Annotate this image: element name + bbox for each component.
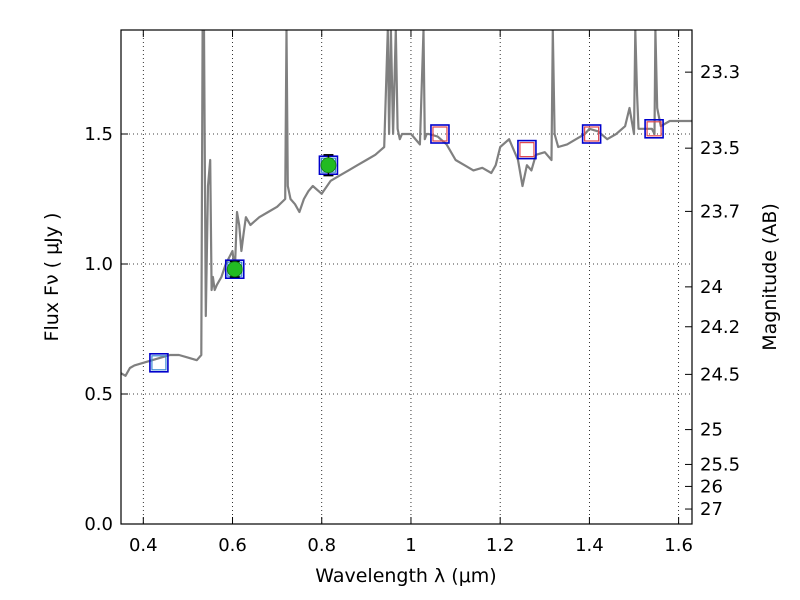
right-axis-label: Magnitude (AB) [759, 203, 781, 351]
x-tick-label-4: 1.2 [486, 535, 515, 556]
y-tick-label-3: 1.5 [84, 124, 113, 145]
x-axis-label: Wavelength λ (μm) [315, 565, 496, 587]
observed-point-1 [320, 154, 337, 177]
model-point-inner-4 [519, 142, 535, 158]
model-point-box-4 [517, 139, 537, 160]
mag-tick-label-0: 23.3 [700, 62, 740, 83]
x-tick-label-5: 1.4 [575, 535, 604, 556]
mag-tick-label-6: 25 [700, 420, 723, 441]
y-tick-label-0: 0.0 [84, 514, 113, 535]
axes-frame [120, 29, 693, 525]
mag-tick-label-2: 23.7 [700, 201, 740, 222]
model-point-6 [644, 119, 664, 139]
mag-tick-label-7: 25.5 [700, 454, 740, 475]
mag-tick-label-9: 27 [700, 499, 723, 520]
mag-tick-label-1: 23.5 [700, 138, 740, 159]
model-point-box-1 [224, 259, 245, 280]
spectrum-line [121, 30, 692, 377]
model-point-0 [149, 352, 169, 373]
observed-points [226, 154, 337, 278]
mag-tick-label-4: 24.2 [700, 317, 740, 338]
x-axis-ticks: 0.4 0.6 0.8 1 1.2 1.4 1.6 [129, 30, 693, 556]
x-tick-label-3: 1 [405, 535, 416, 556]
model-point-3 [430, 124, 450, 144]
y-axis-label: Flux Fν ( μJy ) [41, 213, 63, 342]
model-points [149, 119, 664, 373]
observed-marker-0 [226, 261, 243, 278]
y-tick-label-2: 1.0 [84, 254, 113, 275]
plot-area [121, 30, 692, 377]
x-tick-label-2: 0.8 [307, 535, 336, 556]
y-axis-ticks: 0.0 0.5 1.0 1.5 [84, 124, 128, 535]
model-point-inner-0 [151, 355, 167, 371]
mag-tick-label-8: 26 [700, 476, 723, 497]
model-point-box-6 [644, 119, 664, 139]
observed-point-0 [226, 260, 243, 278]
model-point-box-0 [149, 352, 169, 373]
model-point-box-5 [581, 124, 602, 144]
model-point-5 [581, 124, 602, 144]
model-point-inner-3 [432, 126, 448, 142]
model-point-4 [517, 139, 537, 160]
x-tick-label-1: 0.6 [218, 535, 247, 556]
model-point-inner-5 [584, 126, 600, 142]
x-tick-label-0: 0.4 [129, 535, 158, 556]
model-point-inner-6 [646, 121, 662, 137]
model-point-box-3 [430, 124, 450, 144]
x-tick-label-6: 1.6 [664, 535, 693, 556]
mag-tick-label-3: 24 [700, 277, 723, 298]
observed-marker-1 [320, 157, 337, 174]
mag-tick-label-5: 24.5 [700, 364, 740, 385]
y-tick-label-1: 0.5 [84, 384, 113, 405]
